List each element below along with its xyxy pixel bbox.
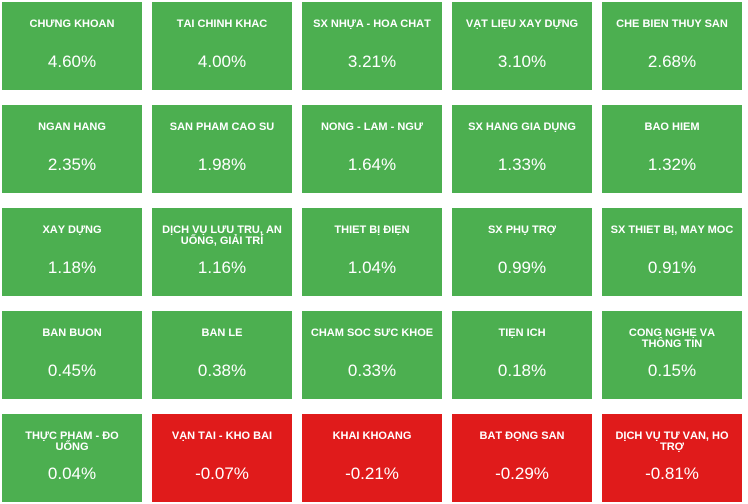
sector-change-value: -0.81% (645, 464, 699, 483)
sector-change-value: 0.33% (347, 361, 397, 380)
sector-tile[interactable]: TIỆN ÍCH 0.18% (452, 311, 592, 399)
sector-name: TIỆN ÍCH (498, 328, 546, 339)
sector-change-value: 0.15% (647, 361, 697, 380)
sector-name: VẬN TẢI - KHO BÃI (171, 431, 273, 442)
sector-tile[interactable]: TÀI CHÍNH KHÁC 4.00% (152, 2, 292, 90)
sector-name: BÁN LẺ (201, 328, 243, 339)
sector-tile[interactable]: BÁN BUÔN 0.45% (2, 311, 142, 399)
sector-name: BÁN BUÔN (42, 328, 102, 339)
sector-tile[interactable]: SX HÀNG GIA DỤNG 1.33% (452, 105, 592, 193)
sector-tile[interactable]: BÁN LẺ 0.38% (152, 311, 292, 399)
sector-change-value: 0.99% (497, 258, 547, 277)
sector-name: VẬT LIỆU XÂY DỰNG (465, 19, 579, 30)
sector-tile[interactable]: CÔNG NGHỆ VÀ THÔNG TIN 0.15% (602, 311, 742, 399)
sector-name: SX NHỰA - HÓA CHẤT (313, 19, 431, 30)
sector-change-value: 4.60% (47, 52, 97, 71)
sector-name: BẢO HIỂM (644, 122, 700, 133)
sector-name: KHAI KHOÁNG (332, 431, 412, 442)
sector-tile[interactable]: THIẾT BỊ ĐIỆN 1.04% (302, 208, 442, 296)
sector-name: THỰC PHẨM - ĐỒ UỐNG (25, 431, 119, 453)
sector-tile[interactable]: THỰC PHẨM - ĐỒ UỐNG 0.04% (2, 414, 142, 502)
sector-change-value: 1.16% (197, 258, 247, 277)
sector-change-value: 1.33% (497, 155, 547, 174)
sector-tile[interactable]: SX THIẾT BỊ, MÁY MÓC 0.91% (602, 208, 742, 296)
sector-name: CHĂM SÓC SỨC KHỎE (310, 328, 434, 339)
sector-name: SX THIẾT BỊ, MÁY MÓC (610, 225, 734, 236)
sector-change-value: 1.32% (647, 155, 697, 174)
sector-name: NGÂN HÀNG (38, 122, 106, 133)
sector-tile[interactable]: CHĂM SÓC SỨC KHỎE 0.33% (302, 311, 442, 399)
sector-change-value: -0.29% (495, 464, 549, 483)
sector-tile[interactable]: XÂY DỰNG 1.18% (2, 208, 142, 296)
sector-change-value: -0.21% (345, 464, 399, 483)
sector-name: BẤT ĐỘNG SẢN (479, 431, 565, 442)
sector-tile[interactable]: DỊCH VỤ LƯU TRÚ, ĂN UỐNG, GIẢI TRÍ 1.16% (152, 208, 292, 296)
sector-change-value: 3.21% (347, 52, 397, 71)
sector-tile[interactable]: BẤT ĐỘNG SẢN -0.29% (452, 414, 592, 502)
sector-tile[interactable]: VẬN TẢI - KHO BÃI -0.07% (152, 414, 292, 502)
sector-name: TÀI CHÍNH KHÁC (176, 19, 268, 30)
sector-change-value: 1.04% (347, 258, 397, 277)
sector-change-value: 1.98% (197, 155, 247, 174)
sector-name: THIẾT BỊ ĐIỆN (334, 225, 410, 236)
sector-change-value: 3.10% (497, 52, 547, 71)
sector-change-value: 2.68% (647, 52, 697, 71)
sector-tile[interactable]: NGÂN HÀNG 2.35% (2, 105, 142, 193)
sector-tile[interactable]: CHỨNG KHOÁN 4.60% (2, 2, 142, 90)
sector-name: CHẾ BIẾN THỦY SẢN (616, 19, 728, 30)
sector-tile[interactable]: SX NHỰA - HÓA CHẤT 3.21% (302, 2, 442, 90)
sector-name: DỊCH VỤ TƯ VẤN, HỖ TRỢ (615, 431, 729, 453)
sector-change-value: 2.35% (47, 155, 97, 174)
sector-name: NÔNG - LÂM - NGƯ (320, 122, 423, 133)
sector-tile[interactable]: VẬT LIỆU XÂY DỰNG 3.10% (452, 2, 592, 90)
sector-change-value: 0.91% (647, 258, 697, 277)
sector-tile[interactable]: CHẾ BIẾN THỦY SẢN 2.68% (602, 2, 742, 90)
sector-name: CÔNG NGHỆ VÀ THÔNG TIN (628, 328, 716, 350)
sector-name: DỊCH VỤ LƯU TRÚ, ĂN UỐNG, GIẢI TRÍ (162, 225, 282, 247)
sector-tile[interactable]: SX PHỤ TRỢ 0.99% (452, 208, 592, 296)
sector-change-value: 0.04% (47, 464, 97, 483)
sector-tile[interactable]: SẢN PHẨM CAO SU 1.98% (152, 105, 292, 193)
sector-tile[interactable]: BẢO HIỂM 1.32% (602, 105, 742, 193)
sector-tile[interactable]: KHAI KHOÁNG -0.21% (302, 414, 442, 502)
sector-change-value: 0.18% (497, 361, 547, 380)
sector-change-value: 0.38% (197, 361, 247, 380)
sector-change-value: 0.45% (47, 361, 97, 380)
sector-change-value: -0.07% (195, 464, 249, 483)
sector-change-value: 1.64% (347, 155, 397, 174)
sector-tile[interactable]: DỊCH VỤ TƯ VẤN, HỖ TRỢ -0.81% (602, 414, 742, 502)
sector-change-value: 4.00% (197, 52, 247, 71)
sector-tile[interactable]: NÔNG - LÂM - NGƯ 1.64% (302, 105, 442, 193)
sector-name: SX HÀNG GIA DỤNG (468, 122, 576, 133)
sector-name: XÂY DỰNG (42, 225, 102, 236)
sector-name: CHỨNG KHOÁN (29, 19, 115, 30)
sector-name: SẢN PHẨM CAO SU (169, 122, 275, 133)
sector-change-value: 1.18% (47, 258, 97, 277)
sector-name: SX PHỤ TRỢ (487, 225, 557, 236)
